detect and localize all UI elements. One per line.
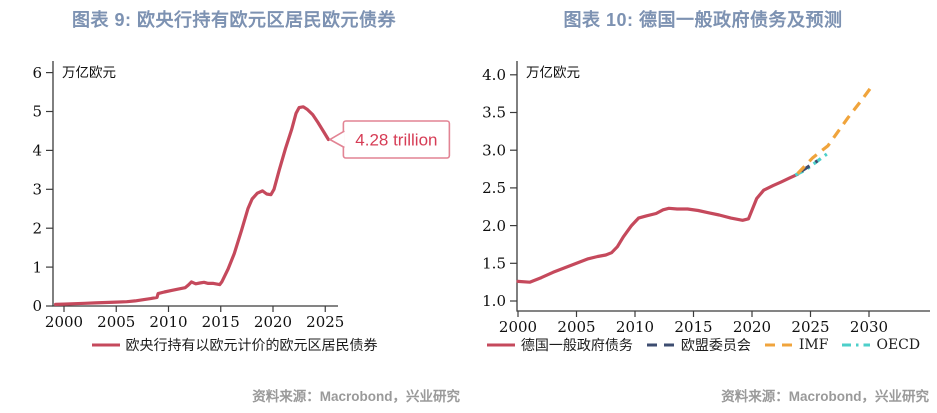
y-tick-label: 1.5 xyxy=(482,255,506,273)
x-tick-label: 2005 xyxy=(557,318,595,333)
y-tick-label: 3 xyxy=(32,181,42,199)
y-tick-label: 3.5 xyxy=(482,104,506,122)
chart9-canvas: 0 1 2 3 4 5 6 2000 2005 2010 2015 2020 2025 万亿欧元 4.28 … xyxy=(32,61,451,331)
x-tick-label: 2010 xyxy=(616,318,654,333)
y-tick-label: 0 xyxy=(32,297,42,315)
legend-marker xyxy=(764,343,793,347)
axis-unit-label: 万亿欧元 xyxy=(526,65,580,81)
x-tick-label: 2015 xyxy=(674,318,712,333)
legend-item: OECD xyxy=(841,337,920,353)
y-tick-label: 5 xyxy=(32,103,42,121)
legend-label: 德国一般政府债务 xyxy=(520,338,633,354)
x-tick-label: 2000 xyxy=(45,313,83,331)
axis-unit-label: 万亿欧元 xyxy=(62,65,116,81)
panel-chart10: 图表 10: 德国一般政府债务及预测 1.0 1.5 2.0 2.5 3.0 3.5 4.0… xyxy=(469,0,937,413)
legend-marker xyxy=(646,343,675,347)
y-tick-label: 6 xyxy=(32,64,42,82)
chart10-legend: 德国一般政府债务 欧盟委员会 IMF OECD xyxy=(469,335,937,355)
x-tick-label: 2025 xyxy=(791,318,829,333)
chart9-title: 图表 9: 欧央行持有欧元区居民欧元债券 xyxy=(71,10,396,30)
legend-label: 欧盟委员会 xyxy=(680,338,751,354)
y-tick-label: 1 xyxy=(32,258,42,276)
axis xyxy=(516,61,930,312)
legend-marker xyxy=(91,343,120,347)
axis xyxy=(52,61,338,307)
callout-text: 4.28 trillion xyxy=(355,131,437,150)
x-tick-label: 2005 xyxy=(97,313,135,331)
y-tick-label: 2.0 xyxy=(482,217,506,235)
legend-marker xyxy=(842,343,871,347)
x-tick-label: 2025 xyxy=(306,313,344,331)
series-line xyxy=(796,84,874,175)
legend-item: 欧盟委员会 xyxy=(646,335,751,355)
y-tick-label: 2 xyxy=(32,219,42,237)
chart9-source: 资料来源：Macrobond，兴业研究 xyxy=(252,389,460,404)
y-tick-label: 3.0 xyxy=(482,141,506,159)
legend-item: 德国一般政府债务 xyxy=(486,335,633,355)
legend-item: IMF xyxy=(764,337,829,353)
legend-label: 欧央行持有以欧元计价的欧元区居民债券 xyxy=(125,338,378,354)
legend-marker xyxy=(486,343,515,347)
chart10-title: 图表 10: 德国一般政府债务及预测 xyxy=(563,10,843,30)
x-tick-label: 2020 xyxy=(733,318,771,333)
chart10-canvas: 1.0 1.5 2.0 2.5 3.0 3.5 4.0 2000 2005 2010 2015 202… xyxy=(482,61,930,333)
legend-label: IMF xyxy=(798,337,829,353)
y-tick-label: 4 xyxy=(32,142,42,160)
series-line xyxy=(54,105,330,306)
y-tick-label: 1.0 xyxy=(482,292,506,310)
series-line xyxy=(800,159,819,173)
chart10-source: 资料来源：Macrobond，兴业研究 xyxy=(721,389,929,404)
x-tick-label: 2030 xyxy=(850,318,888,333)
y-tick-label: 2.5 xyxy=(482,179,506,197)
x-tick-label: 2015 xyxy=(202,313,240,331)
legend-item: 欧央行持有以欧元计价的欧元区居民债券 xyxy=(91,335,378,355)
legend-label: OECD xyxy=(876,337,921,353)
y-tick-label: 4.0 xyxy=(482,66,506,84)
x-tick-label: 2000 xyxy=(499,318,537,333)
x-tick-label: 2020 xyxy=(254,313,292,331)
chart9-legend: 欧央行持有以欧元计价的欧元区居民债券 xyxy=(0,335,468,355)
series-line xyxy=(516,172,800,284)
callout-arrow xyxy=(329,130,345,149)
x-tick-label: 2010 xyxy=(149,313,187,331)
panel-chart9: 图表 9: 欧央行持有欧元区居民欧元债券 0 1 2 3 4 5 6 2000 2005 2010… xyxy=(0,0,468,413)
